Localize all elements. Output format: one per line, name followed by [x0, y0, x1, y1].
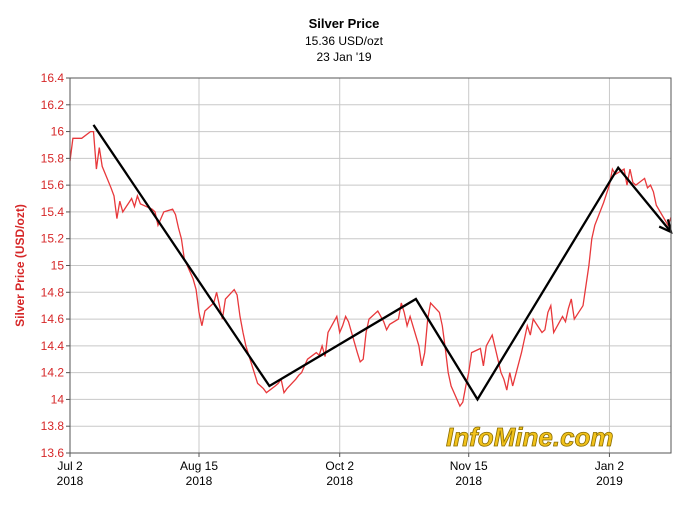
chart-title: Silver Price [309, 16, 380, 31]
y-tick-label: 15 [51, 259, 65, 273]
y-axis-label: Silver Price (USD/ozt) [13, 204, 27, 327]
infomine-watermark: InfoMine.com [446, 422, 614, 453]
y-tick-label: 14 [51, 392, 65, 406]
x-tick-year-label: 2018 [326, 474, 353, 488]
x-tick-label: Nov 15 [450, 459, 488, 473]
x-tick-year-label: 2018 [186, 474, 213, 488]
y-tick-label: 14.4 [41, 339, 65, 353]
chart-title-group: Silver Price 15.36 USD/ozt 23 Jan '19 [305, 16, 384, 64]
silver-price-line [69, 130, 672, 408]
y-tick-label: 14.8 [41, 285, 65, 299]
chart-current-price: 15.36 USD/ozt [305, 34, 384, 48]
trend-annotation-line [92, 124, 672, 402]
x-tick-label: Jul 2 [57, 459, 83, 473]
y-tick-label: 15.2 [41, 232, 65, 246]
x-tick-year-label: 2018 [57, 474, 84, 488]
plot-border [69, 77, 672, 454]
y-tick-label: 16.2 [41, 98, 65, 112]
y-tick-label: 13.6 [41, 446, 65, 460]
y-tick-label: 15.6 [41, 178, 65, 192]
x-tick-label: Aug 15 [180, 459, 218, 473]
y-tick-label: 15.8 [41, 151, 65, 165]
y-tick-label: 16 [51, 125, 65, 139]
y-tick-label: 16.4 [41, 71, 65, 85]
x-tick-year-label: 2019 [596, 474, 623, 488]
x-tick-label: Jan 2 [595, 459, 625, 473]
y-tick-label: 14.6 [41, 312, 65, 326]
y-tick-label: 14.2 [41, 366, 65, 380]
y-tick-label: 13.8 [41, 419, 65, 433]
y-tick-label: 15.4 [41, 205, 65, 219]
x-tick-year-label: 2018 [455, 474, 482, 488]
y-axis-ticks: 13.6 13.8 14 14.2 14.4 14.6 14.8 15 15.2 15.4 15.6… [41, 71, 70, 460]
chart-current-date: 23 Jan '19 [316, 50, 371, 64]
x-tick-label: Oct 2 [325, 459, 354, 473]
watermark-text: InfoMine.com [446, 422, 614, 452]
